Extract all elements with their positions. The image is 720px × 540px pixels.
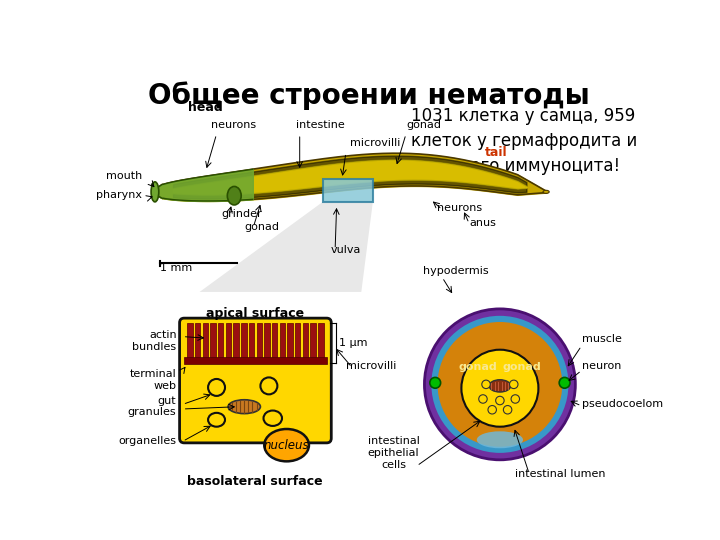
Ellipse shape [228,186,241,205]
Bar [279,323,285,363]
Text: 1 mm: 1 mm [160,263,192,273]
Circle shape [430,377,441,388]
Text: mouth: mouth [106,171,142,181]
Circle shape [488,406,496,414]
Text: hypodermis: hypodermis [423,266,489,276]
Bar [272,323,277,363]
Text: gut
granules: gut granules [128,396,176,417]
Text: intestinal lumen: intestinal lumen [516,469,606,479]
Text: anus: anus [469,219,496,228]
Ellipse shape [477,431,523,448]
Text: organelles: organelles [119,436,176,447]
Circle shape [462,350,539,427]
Ellipse shape [264,410,282,426]
Bar [187,323,193,363]
Bar [249,323,254,363]
Bar [210,323,216,363]
Ellipse shape [264,429,309,461]
Circle shape [503,406,512,414]
Text: gonad: gonad [406,120,441,130]
Text: gonad: gonad [459,362,498,373]
Text: pharynx: pharynx [96,190,142,200]
Text: neuron: neuron [582,361,621,371]
Text: microvilli: microvilli [350,138,400,149]
Ellipse shape [228,400,261,414]
Text: gonad: gonad [502,362,541,373]
Bar [323,179,373,202]
Text: 1 μm: 1 μm [339,338,367,348]
Circle shape [425,309,575,460]
Bar [310,323,316,363]
Text: pseudocoelom: pseudocoelom [582,400,662,409]
Text: grinder: grinder [221,210,262,219]
Bar [195,323,200,363]
FancyBboxPatch shape [179,318,331,443]
Ellipse shape [151,182,159,202]
Circle shape [438,322,562,447]
Bar [203,323,208,363]
Text: head: head [189,101,223,114]
Circle shape [482,380,490,389]
Circle shape [511,395,520,403]
Text: basolateral surface: basolateral surface [187,475,323,488]
Ellipse shape [489,380,510,392]
Text: terminal
web: terminal web [130,369,176,390]
Circle shape [431,316,568,453]
Circle shape [479,395,487,403]
Bar [287,323,293,363]
Text: microvilli: microvilli [346,361,396,371]
Ellipse shape [208,379,225,396]
Text: intestinal
epithelial
cells: intestinal epithelial cells [368,436,420,469]
Circle shape [559,377,570,388]
Text: apical surface: apical surface [206,307,304,320]
Bar [184,356,327,365]
Bar [256,323,262,363]
Ellipse shape [543,190,549,193]
Circle shape [495,396,504,405]
Text: 1031 клетка у самца, 959
клеток у гермафродита и
ни одного иммуноцита!: 1031 клетка у самца, 959 клеток у гермаф… [411,107,638,175]
Bar [226,323,231,363]
Bar [241,323,246,363]
Bar [295,323,300,363]
Bar [303,323,308,363]
Text: vulva: vulva [330,246,361,255]
Text: neurons: neurons [437,203,482,213]
Bar [318,323,323,363]
Text: tail: tail [485,146,507,159]
Text: nucleus: nucleus [264,438,310,451]
Text: intestine: intestine [296,120,345,130]
Ellipse shape [208,413,225,427]
Text: gonad: gonad [244,222,279,232]
Text: muscle: muscle [582,334,621,344]
Bar [264,323,270,363]
Ellipse shape [261,377,277,394]
Polygon shape [199,202,373,292]
Text: actin
bundles: actin bundles [132,330,176,352]
Text: Общее строении нематоды: Общее строении нематоды [148,82,590,110]
Text: neurons: neurons [211,120,256,130]
Circle shape [510,380,518,389]
Bar [218,323,223,363]
Bar [233,323,239,363]
